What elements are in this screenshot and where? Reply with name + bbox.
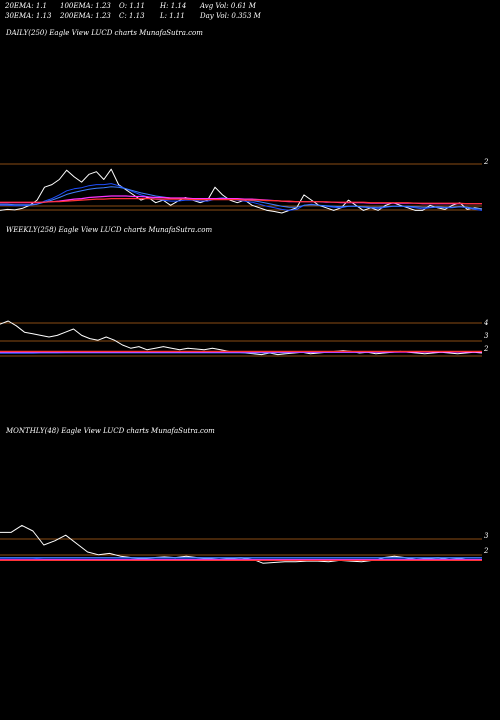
header-ema20: 20EMA: 1.1 <box>5 2 47 10</box>
daily-ytick-label: 2 <box>483 158 489 166</box>
daily-series-2 <box>0 186 483 210</box>
monthly-panel-title: MONTHLY(48) Eagle View LUCD charts Munaf… <box>6 427 215 435</box>
daily-series-0 <box>0 168 483 214</box>
daily-series-4 <box>0 198 482 205</box>
header-open: O: 1.11 <box>119 2 145 10</box>
header-avg-vol: Avg Vol: 0.61 M <box>200 2 256 10</box>
monthly-series-1 <box>0 557 482 560</box>
header-ema30: 30EMA: 1.13 <box>5 12 52 20</box>
header-ema200: 200EMA: 1.23 <box>60 12 111 20</box>
header-low: L: 1.11 <box>160 12 185 20</box>
header-ema100: 100EMA: 1.23 <box>60 2 111 10</box>
weekly-ytick-label: 4 <box>483 319 488 327</box>
monthly-ytick-label: 2 <box>483 547 489 555</box>
weekly-ytick-label: 2 <box>483 345 489 353</box>
header-high: H: 1.14 <box>160 2 187 10</box>
header-close: C: 1.13 <box>119 12 145 20</box>
weekly-ytick-label: 3 <box>484 332 489 340</box>
daily-panel-title: DAILY(250) Eagle View LUCD charts Munafa… <box>6 29 203 37</box>
weekly-panel-title: WEEKLY(258) Eagle View LUCD charts Munaf… <box>6 226 213 234</box>
header-day-vol: Day Vol: 0.353 M <box>200 12 261 20</box>
monthly-ytick-label: 3 <box>484 532 489 540</box>
weekly-series-0 <box>0 320 483 356</box>
